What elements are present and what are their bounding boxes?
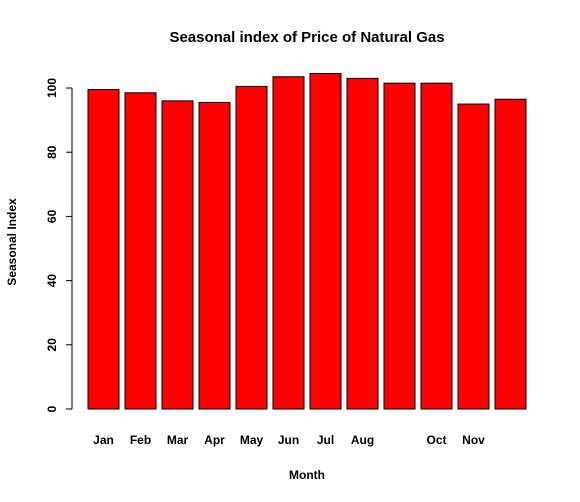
y-tick-label: 100 (45, 78, 59, 98)
x-tick-label-oct: Oct (426, 433, 446, 447)
x-tick-label-aug: Aug (351, 433, 374, 447)
bar-jan (87, 89, 120, 410)
y-axis-label: Seasonal Index (5, 198, 19, 286)
x-tick-label-mar: Mar (167, 433, 189, 447)
bar-may (235, 85, 268, 410)
bar-jul (309, 73, 342, 410)
x-axis-tick-labels: Jan Feb Mar Apr May Jun Jul Aug Oct Nov (93, 433, 485, 447)
bar-feb (124, 92, 157, 410)
x-tick-label-may: May (240, 433, 264, 447)
bar-mar (161, 100, 194, 410)
bar-aug (346, 77, 379, 410)
y-tick-label: 0 (45, 405, 59, 412)
x-tick-label-jun: Jun (278, 433, 299, 447)
x-tick-label-feb: Feb (130, 433, 151, 447)
bars-group (87, 73, 527, 410)
bar-jun (272, 76, 305, 410)
x-tick-label-apr: Apr (204, 433, 225, 447)
x-axis-label: Month (289, 468, 325, 482)
x-tick-label-jul: Jul (317, 433, 334, 447)
y-tick-label: 60 (45, 209, 59, 223)
bar-nov (457, 103, 490, 410)
bar-dec (494, 98, 527, 410)
y-tick-label: 20 (45, 338, 59, 352)
chart-title: Seasonal index of Price of Natural Gas (169, 29, 444, 46)
y-tick-label: 40 (45, 274, 59, 288)
bar-oct (420, 82, 453, 410)
x-tick-label-jan: Jan (93, 433, 114, 447)
bar-apr (198, 101, 231, 410)
y-axis-ticks: 0 20 40 60 80 100 (45, 78, 72, 412)
bar-sep (383, 82, 416, 410)
x-tick-label-nov: Nov (462, 433, 485, 447)
y-tick-label: 80 (45, 145, 59, 159)
